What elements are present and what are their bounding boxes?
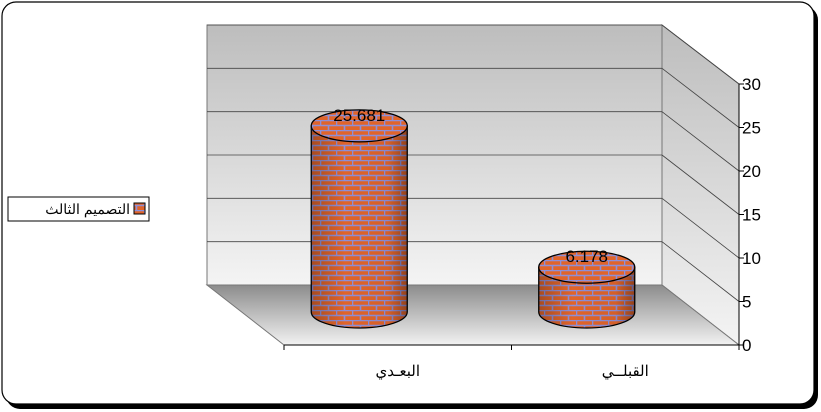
data-label: 6.178: [565, 247, 608, 266]
gridlines: [207, 24, 740, 302]
legend-swatch: [133, 202, 146, 215]
gridline-side: [661, 111, 740, 172]
data-labels: 25.681 6.178: [333, 106, 608, 266]
x-tick-label: القبلــي: [602, 363, 649, 380]
bar-shading: [311, 125, 408, 329]
bar-top: [310, 109, 408, 143]
y-tick-label: 30: [742, 75, 761, 94]
bar-cylinder: [538, 250, 636, 329]
gridline-side: [661, 24, 740, 85]
gridline-side: [661, 241, 740, 302]
legend: التصميم الثالث: [7, 196, 150, 222]
y-tick-label: 5: [742, 293, 751, 312]
y-tick-label: 10: [742, 249, 761, 268]
bar-top: [538, 250, 636, 284]
y-tick-label: 25: [742, 119, 761, 138]
legend-label: التصميم الثالث: [45, 201, 130, 218]
y-tick-label: 20: [742, 162, 761, 181]
bar-shading: [538, 267, 635, 328]
gridline-side: [661, 68, 740, 128]
x-axis: البعـدي القبلــي: [283, 344, 740, 380]
legend-box: [7, 196, 150, 222]
bars: [310, 109, 636, 329]
y-axis: 0 5 10 15 20 25 30: [738, 75, 761, 355]
data-label: 25.681: [333, 106, 385, 125]
gridline-side: [661, 154, 740, 215]
gridline-side: [661, 198, 740, 259]
bar-cylinder: [310, 109, 408, 329]
y-tick-label: 0: [742, 336, 751, 355]
x-tick-label: البعـدي: [375, 363, 420, 380]
y-tick-label: 15: [742, 206, 761, 225]
floor: [205, 284, 741, 346]
